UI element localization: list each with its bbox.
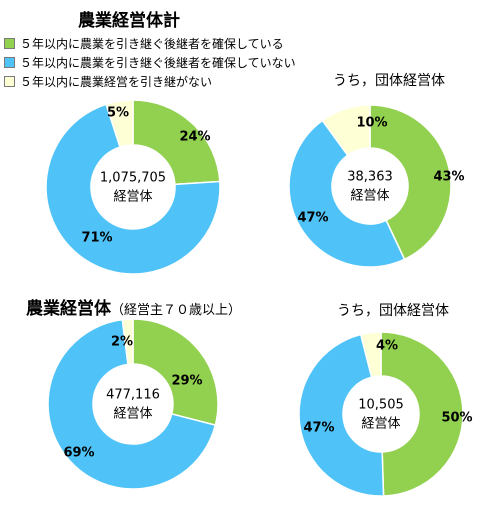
donut-group-elderly-label-1: 50% [441,411,472,426]
donut-total: 24% 71% 5% 1,075,705 経営体 [45,99,221,275]
legend-item-not-secured: ５年以内に農業を引き継ぐ後継者を確保していない [4,53,296,72]
donut-group-total-label-2: 47% [297,211,328,226]
legend-label-no-handover: ５年以内に農業経営を引き継がない [20,75,213,89]
donut-group-elderly-center-unit: 経営体 [361,417,400,432]
donut-total-slice-3 [105,99,134,149]
donut-elderly-slice-1 [132,318,219,427]
main-title: 農業経営体計 [78,11,180,31]
chart-title-elderly-main: 農業経営体 [26,299,111,319]
donut-total-center-value: 1,075,705 [100,171,166,186]
donut-group-total-slice-3 [321,104,371,157]
donut-total-label-3: 5% [107,106,129,121]
chart-title-group-total: うち，団体経営体 [333,73,445,89]
legend: ５年以内に農業を引き継ぐ後継者を確保している ５年以内に農業を引き継ぐ後継者を確… [4,34,296,91]
legend-swatch-secured [4,38,15,49]
donut-elderly-label-2: 69% [63,446,94,461]
donut-elderly-center-unit: 経営体 [113,407,152,422]
chart-title-elderly: 農業経営体（経営主７０歳以上） [26,294,241,319]
legend-swatch-not-secured [4,57,15,68]
donut-group-elderly-label-3: 4% [376,339,398,354]
donut-total-label-1: 24% [179,130,210,145]
donut-elderly-label-3: 2% [111,335,133,350]
legend-item-no-handover: ５年以内に農業経営を引き継がない [4,72,296,91]
donut-elderly-slice-3 [121,318,134,366]
donut-group-total: 43% 47% 10% 38,363 経営体 [288,104,465,268]
donut-elderly-center-value: 477,116 [106,388,160,403]
donut-group-elderly-label-2: 47% [303,421,334,436]
donut-group-elderly-slice-3 [359,331,382,379]
legend-label-not-secured: ５年以内に農業を引き継ぐ後継者を確保していない [20,56,296,70]
donut-group-total-label-3: 10% [356,116,387,131]
donut-group-elderly-slice-2 [298,333,385,497]
chart-title-group-elderly: うち，団体経営体 [337,303,449,319]
donut-group-total-center-value: 38,363 [347,170,393,185]
donut-group-total-center-unit: 経営体 [350,189,389,204]
donut-total-label-2: 71% [81,231,112,246]
donut-group-total-label-1: 43% [433,170,464,185]
legend-swatch-no-handover [4,76,15,87]
donut-elderly: 29% 69% 2% 477,116 経営体 [47,318,219,490]
donut-group-elderly-center-value: 10,505 [358,398,404,413]
donut-group-total-slice-1 [369,104,452,261]
donut-group-elderly-slice-1 [380,331,464,497]
donut-elderly-label-1: 29% [171,374,202,389]
donut-total-slice-2 [45,103,221,275]
donut-group-total-slice-2 [288,119,406,268]
donut-group-elderly: 50% 47% 4% 10,505 経営体 [298,331,473,497]
chart-title-elderly-note: （経営主７０歳以上） [111,303,242,318]
donut-total-center-unit: 経営体 [113,190,152,205]
donut-elderly-slice-2 [47,318,217,490]
donut-total-slice-1 [132,99,221,186]
legend-item-secured: ５年以内に農業を引き継ぐ後継者を確保している [4,34,296,53]
legend-label-secured: ５年以内に農業を引き継ぐ後継者を確保している [20,37,284,51]
